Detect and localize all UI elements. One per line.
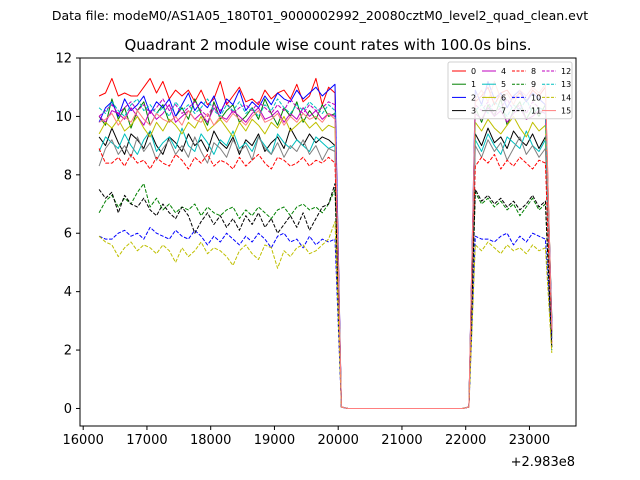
chart-title: Quadrant 2 module wise count rates with … — [124, 36, 531, 54]
y-tick-label: 4 — [64, 285, 72, 300]
x-tick-label: 23000 — [509, 433, 550, 448]
series-line-2 — [98, 80, 553, 409]
y-tick-label: 2 — [64, 344, 72, 359]
legend-label-1: 1 — [471, 80, 476, 89]
x-tick-label: 19000 — [254, 433, 295, 448]
x-tick-label: 18000 — [190, 433, 231, 448]
legend-label-11: 11 — [531, 107, 541, 116]
plot-series — [98, 77, 553, 409]
series-line-9 — [98, 183, 553, 409]
series-line-8 — [98, 148, 553, 409]
x-tick-label: 21000 — [381, 433, 422, 448]
legend-box — [447, 61, 573, 120]
series-line-7 — [98, 136, 553, 409]
y-tick-label: 8 — [64, 168, 72, 183]
legend-label-9: 9 — [531, 80, 536, 89]
legend-label-12: 12 — [561, 67, 571, 76]
x-offset-label: +2.983e8 — [511, 455, 575, 470]
legend-label-8: 8 — [531, 67, 536, 76]
y-axis: 0 2 4 6 8 10 12 — [55, 52, 80, 417]
legend-label-3: 3 — [471, 107, 476, 116]
plot-frame — [79, 57, 577, 427]
y-tick-label: 12 — [55, 52, 72, 67]
y-tick-label: 10 — [55, 110, 72, 125]
x-axis: 16000 17000 18000 19000 20000 21000 22000 23000 — [63, 426, 550, 448]
legend-label-15: 15 — [561, 107, 571, 116]
x-tick-label: 16000 — [63, 433, 104, 448]
x-tick-label: 22000 — [445, 433, 486, 448]
series-line-14 — [98, 221, 553, 409]
y-tick-label: 0 — [64, 402, 72, 417]
legend-label-5: 5 — [501, 80, 506, 89]
series-line-5 — [98, 127, 553, 409]
legend-label-7: 7 — [501, 107, 506, 116]
legend-label-14: 14 — [561, 93, 571, 102]
legend-label-2: 2 — [471, 93, 476, 102]
series-line-11 — [98, 183, 553, 409]
series-line-6 — [98, 115, 553, 409]
legend-label-0: 0 — [471, 67, 476, 76]
series-line-15 — [98, 80, 553, 409]
legend-label-10: 10 — [531, 93, 541, 102]
series-line-10 — [98, 226, 553, 409]
legend-label-4: 4 — [501, 67, 506, 76]
legend-label-6: 6 — [501, 93, 506, 102]
legend-label-13: 13 — [561, 80, 571, 89]
x-tick-label: 20000 — [318, 433, 359, 448]
y-tick-label: 6 — [64, 227, 72, 242]
series-line-3 — [98, 127, 553, 409]
x-tick-label: 17000 — [126, 433, 167, 448]
chart-suptitle: Data file: modeM0/AS1A05_180T01_90000029… — [52, 8, 588, 23]
